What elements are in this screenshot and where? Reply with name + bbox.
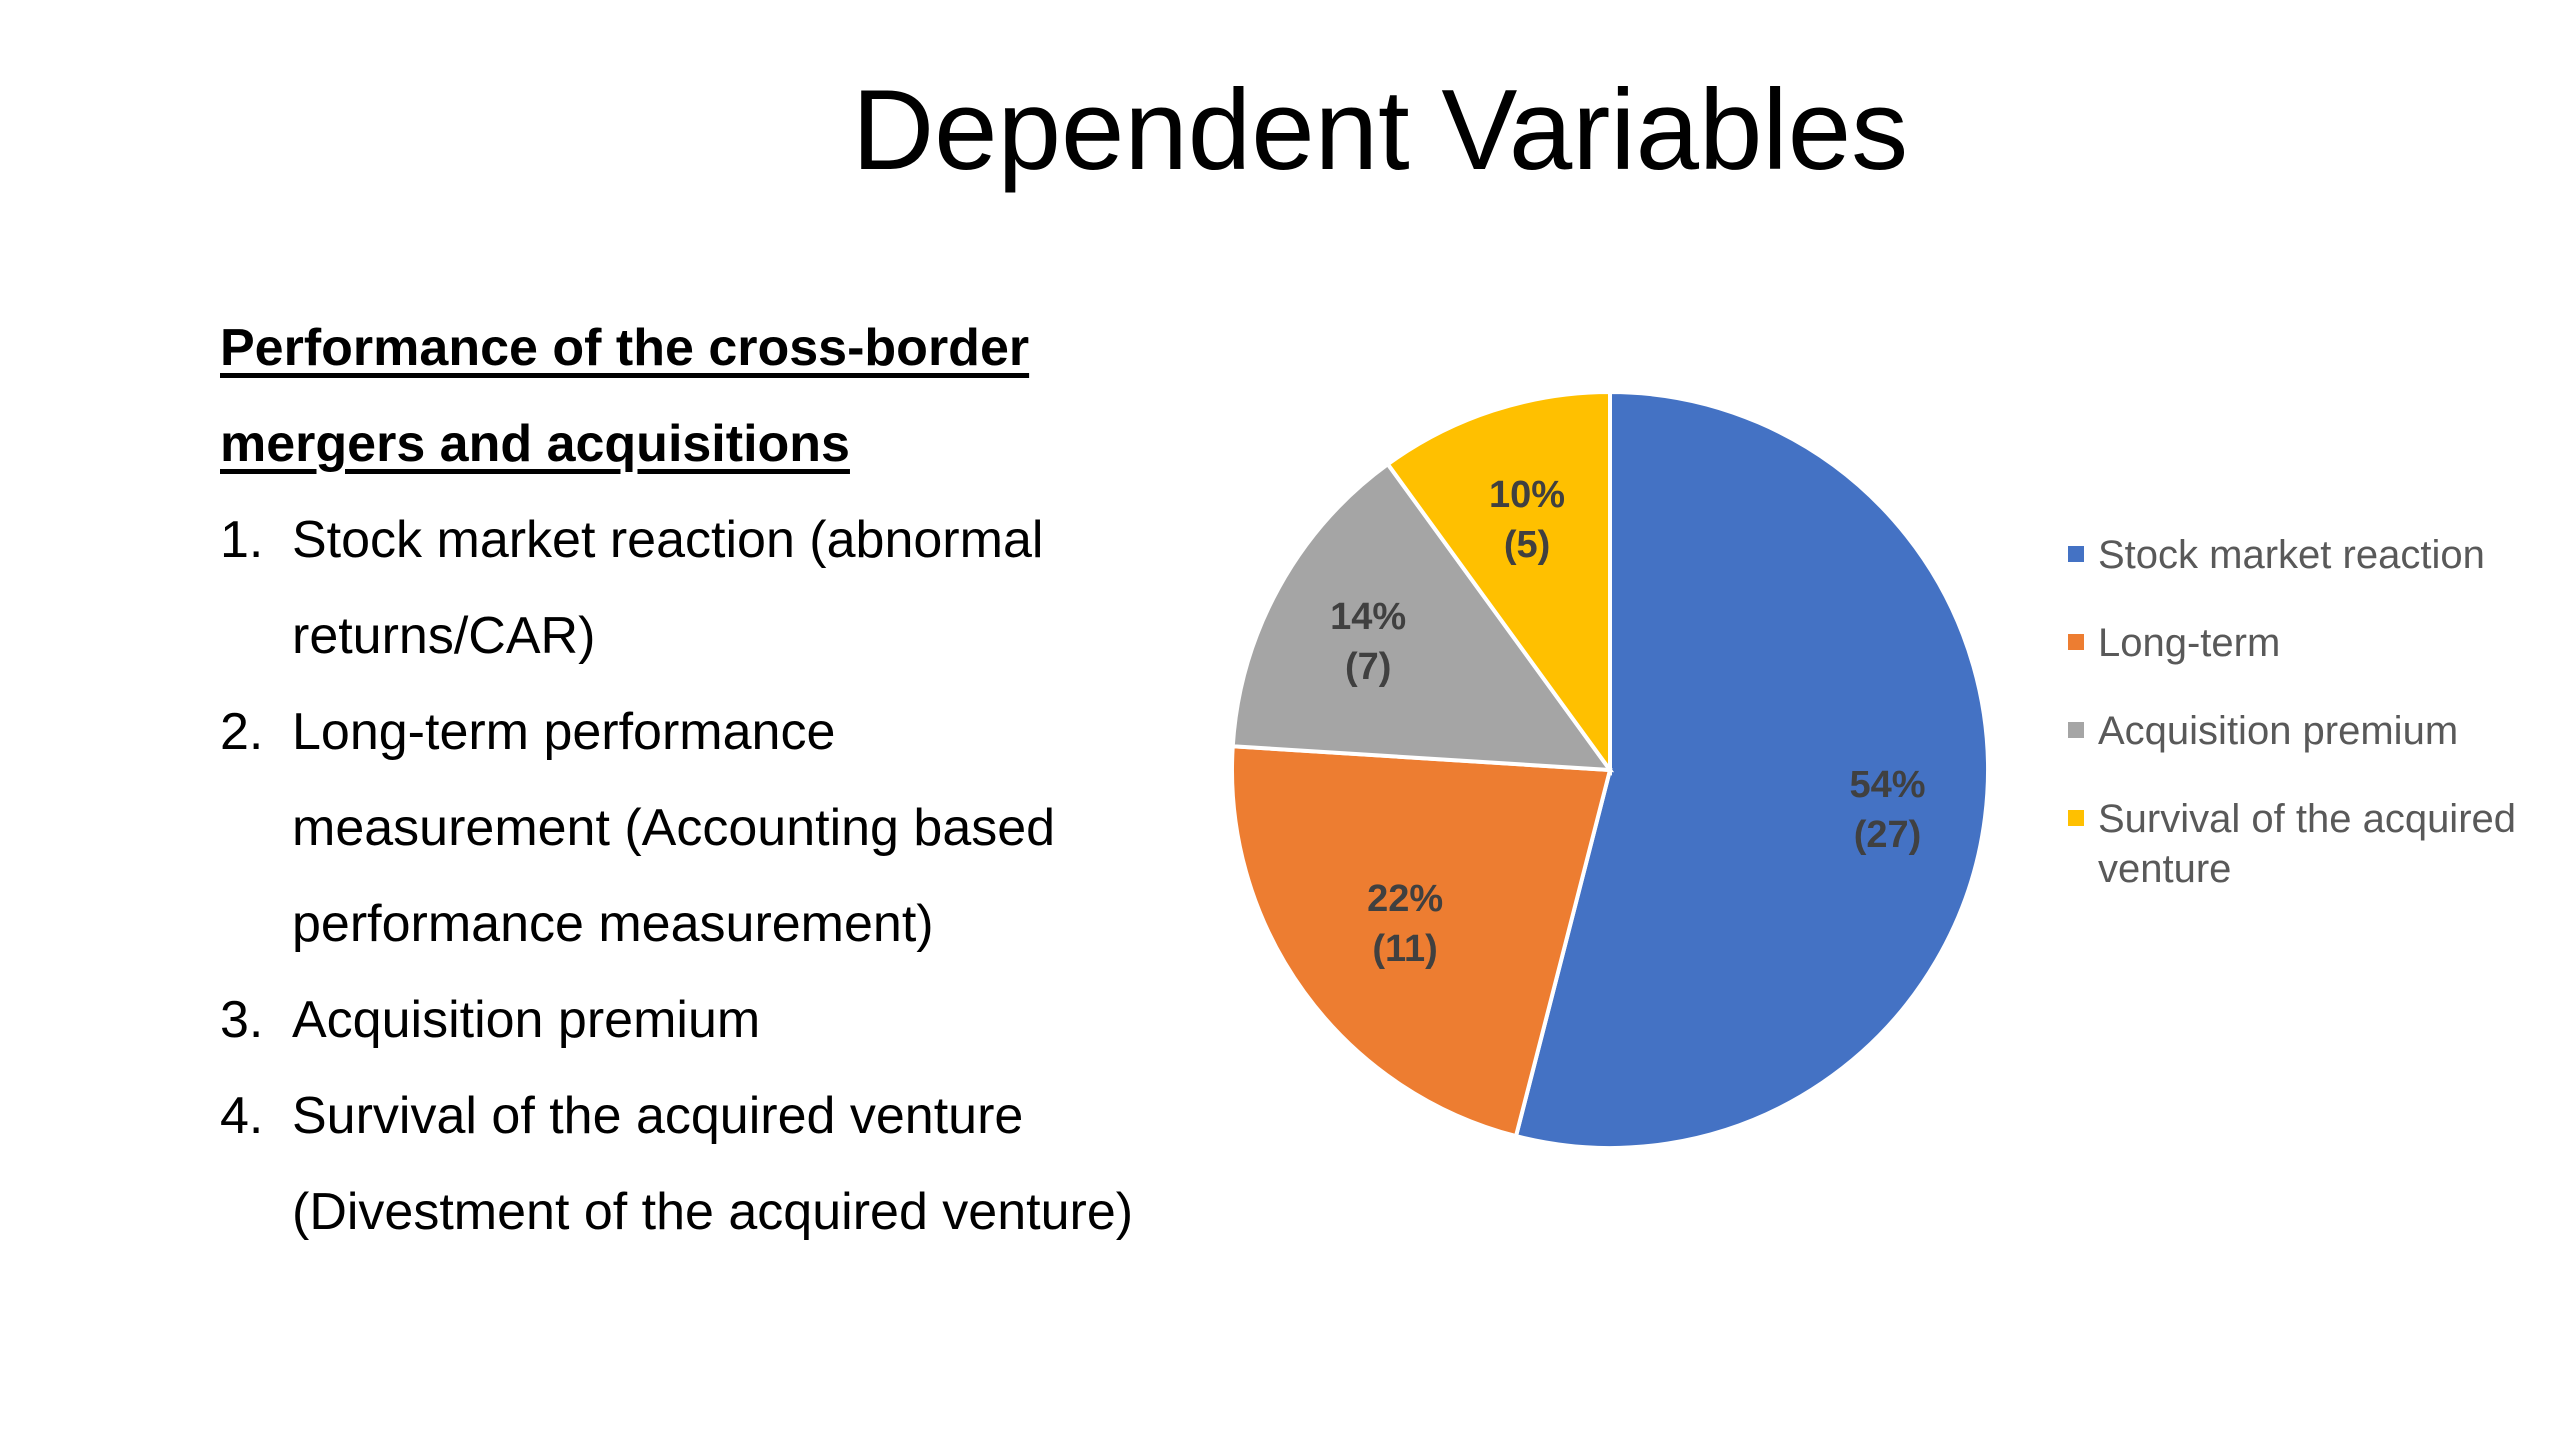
pie-slice-acquisition-premium (1230, 461, 1615, 773)
legend-swatch (2068, 546, 2084, 562)
list-item: 1. Stock market reaction (abnormal retur… (220, 492, 1140, 684)
legend-item: Acquisition premium (2068, 706, 2548, 756)
list-text: Long-term performance measurement (Accou… (292, 703, 1056, 953)
list-item: 3. Acquisition premium (220, 972, 1140, 1068)
list-text: Survival of the acquired venture (Divest… (292, 1087, 1134, 1241)
pie-slice-long-term (1230, 744, 1613, 1139)
data-label-count: (5) (1504, 524, 1550, 566)
text-panel: Performance of the cross-border mergers … (220, 300, 1140, 1260)
section-heading: Performance of the cross-border mergers … (220, 319, 1030, 473)
data-label-percent: 54% (1849, 764, 1925, 806)
list-number: 1. (220, 511, 264, 569)
list-number: 3. (220, 991, 264, 1049)
legend-item: Survival of the acquired venture (2068, 794, 2548, 894)
legend-item: Long-term (2068, 618, 2548, 668)
legend-label: Stock market reaction (2098, 533, 2485, 577)
pie-slice-stock-market-reaction (1513, 389, 1991, 1150)
legend-swatch (2068, 722, 2084, 738)
legend-item: Stock market reaction (2068, 530, 2548, 580)
list-item: 2. Long-term performance measurement (Ac… (220, 684, 1140, 972)
data-label-count: (11) (1372, 928, 1437, 970)
list-text: Acquisition premium (292, 991, 761, 1049)
chart-legend: Stock market reaction Long-term Acquisit… (2068, 530, 2548, 932)
pie-chart: 54% (27) 22% (11) 14% (7) 10% (5) (1230, 389, 1991, 1150)
legend-swatch (2068, 810, 2084, 826)
list-number: 4. (220, 1087, 264, 1145)
data-label-count: (7) (1345, 646, 1391, 688)
data-label-percent: 10% (1489, 474, 1565, 516)
legend-label: Long-term (2098, 621, 2281, 665)
slide-title: Dependent Variables (851, 67, 1909, 194)
legend-swatch (2068, 634, 2084, 650)
legend-label: Acquisition premium (2098, 709, 2459, 753)
list-item: 4. Survival of the acquired venture (Div… (220, 1068, 1140, 1260)
data-label-percent: 14% (1330, 596, 1406, 638)
list-text: Stock market reaction (abnormal returns/… (292, 511, 1044, 665)
pie-slice-survival (1385, 389, 1612, 777)
data-label-percent: 22% (1367, 878, 1443, 920)
data-label-count: (27) (1854, 814, 1922, 856)
legend-label: Survival of the acquired venture (2098, 797, 2517, 891)
list-number: 2. (220, 703, 264, 761)
